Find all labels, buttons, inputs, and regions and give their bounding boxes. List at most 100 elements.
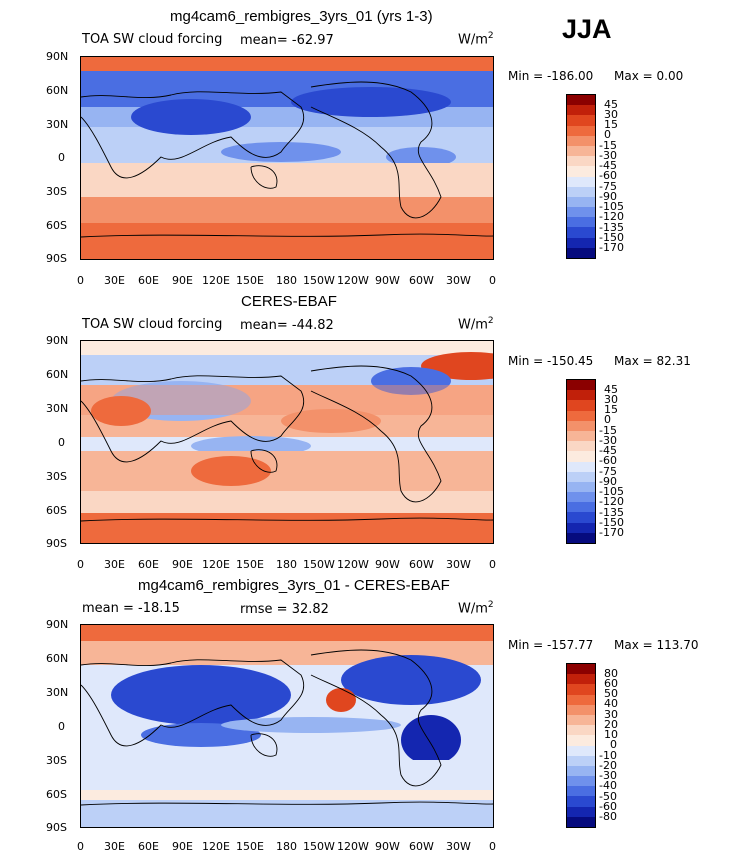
lon-tick: 90W [375, 840, 400, 853]
panel2-max: Max = 82.31 [614, 354, 691, 368]
p3-level: -10 [599, 749, 617, 762]
panel2-left-label: TOA SW cloud forcing [82, 317, 223, 332]
lon-tick: 0 [77, 274, 84, 287]
lon-tick: 0 [489, 558, 496, 571]
lon-tick: 180 [276, 274, 297, 287]
p3-level: -60 [599, 800, 617, 813]
panel2-field [81, 341, 493, 543]
panel3-min: Min = -157.77 [508, 638, 594, 652]
lon-tick: 60E [138, 840, 159, 853]
p1-level: -150 [599, 231, 624, 244]
p1-level: -15 [599, 139, 617, 152]
lon-tick: 120E [202, 840, 230, 853]
panel1-map [80, 56, 494, 260]
panel1-max: Max = 0.00 [614, 69, 684, 83]
p2-level: -120 [599, 495, 624, 508]
lon-tick: 30E [104, 840, 125, 853]
p1-level: 0 [604, 128, 611, 141]
panel3-map [80, 624, 494, 828]
p2-level: 15 [604, 403, 618, 416]
lon-tick: 30W [446, 840, 471, 853]
panel3-rmse: rmse = 32.82 [240, 602, 329, 617]
lat-tick: 0 [58, 720, 65, 733]
panel2-min: Min = -150.45 [508, 354, 594, 368]
p3-level: 30 [604, 708, 618, 721]
lon-tick: 150E [236, 558, 264, 571]
lat-tick: 60S [46, 504, 67, 517]
p1-level: -170 [599, 241, 624, 254]
p3-level: -50 [599, 790, 617, 803]
lon-tick: 90E [172, 274, 193, 287]
panel2-units: W/m2 [458, 316, 494, 333]
panel3-field [81, 625, 493, 827]
lat-tick: 30N [46, 118, 69, 131]
panel1-field [81, 57, 493, 259]
lat-tick: 0 [58, 436, 65, 449]
p3-level: -40 [599, 779, 617, 792]
p2-level: -135 [599, 506, 624, 519]
lon-tick: 120W [337, 274, 369, 287]
p1-level: 30 [604, 108, 618, 121]
panel1-title: mg4cam6_rembigres_3yrs_01 (yrs 1-3) [170, 8, 433, 25]
p2-level: -60 [599, 454, 617, 467]
p3-level: -20 [599, 759, 617, 772]
lat-tick: 30N [46, 686, 69, 699]
p1-level: -60 [599, 169, 617, 182]
lon-tick: 90E [172, 558, 193, 571]
lat-tick: 30S [46, 185, 67, 198]
panel1-min: Min = -186.00 [508, 69, 594, 83]
season-label: JJA [562, 14, 612, 44]
lat-tick: 30N [46, 402, 69, 415]
lat-tick: 60N [46, 84, 69, 97]
p2-level: -75 [599, 465, 617, 478]
panel2-colorbar [566, 379, 596, 544]
panel3-title: mg4cam6_rembigres_3yrs_01 - CERES-EBAF [138, 577, 450, 594]
lat-tick: 90N [46, 618, 69, 631]
lat-tick: 30S [46, 470, 67, 483]
lat-tick: 90S [46, 821, 67, 834]
lon-tick: 150E [236, 274, 264, 287]
p2-level: 30 [604, 393, 618, 406]
lat-tick: 90N [46, 50, 69, 63]
panel2-map [80, 340, 494, 544]
lon-tick: 180 [276, 558, 297, 571]
panel1-units: W/m2 [458, 31, 494, 48]
lon-tick: 60W [409, 840, 434, 853]
panel1-left-label: TOA SW cloud forcing [82, 32, 223, 47]
p2-level: -90 [599, 475, 617, 488]
lon-tick: 60E [138, 274, 159, 287]
lat-tick: 90S [46, 252, 67, 265]
p3-level: 0 [610, 738, 617, 751]
p2-level: -170 [599, 526, 624, 539]
panel1-mean: mean= -62.97 [240, 33, 334, 48]
p1-level: -30 [599, 149, 617, 162]
panel1-colorbar [566, 94, 596, 259]
p1-level: -120 [599, 210, 624, 223]
panel3-max: Max = 113.70 [614, 638, 699, 652]
p3-level: 60 [604, 677, 618, 690]
lat-tick: 60N [46, 652, 69, 665]
panel2-title: CERES-EBAF [241, 293, 337, 310]
p2-level: 45 [604, 383, 618, 396]
lat-tick: 90N [46, 334, 69, 347]
lon-tick: 150W [303, 274, 335, 287]
p3-level: 20 [604, 718, 618, 731]
lon-tick: 180 [276, 840, 297, 853]
panel3-colorbar [566, 663, 596, 828]
lon-tick: 30W [446, 274, 471, 287]
p1-level: -135 [599, 221, 624, 234]
p2-level: -30 [599, 434, 617, 447]
lat-tick: 30S [46, 754, 67, 767]
p2-level: -15 [599, 424, 617, 437]
p2-level: -150 [599, 516, 624, 529]
p1-level: 45 [604, 98, 618, 111]
lon-tick: 30E [104, 274, 125, 287]
lat-tick: 0 [58, 151, 65, 164]
p1-level: -105 [599, 200, 624, 213]
lat-tick: 60S [46, 788, 67, 801]
panel3-mean: mean = -18.15 [82, 601, 180, 616]
p1-level: -75 [599, 180, 617, 193]
lon-tick: 0 [489, 840, 496, 853]
lon-tick: 0 [77, 840, 84, 853]
p1-level: -45 [599, 159, 617, 172]
